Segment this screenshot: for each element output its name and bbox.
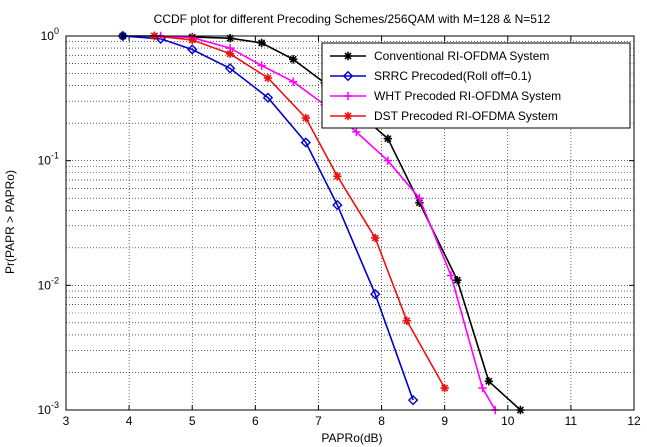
- data-point: [402, 316, 411, 325]
- data-point: [484, 377, 494, 386]
- legend-label: DST Precoded RI-OFDMA System: [374, 109, 558, 123]
- data-point: [343, 51, 353, 61]
- y-axis-label: Pr(PAPR > PAPRo): [3, 170, 17, 274]
- data-point: [188, 35, 197, 45]
- data-point: [371, 233, 380, 243]
- y-tick-label: 10-3: [38, 400, 59, 417]
- data-point: [383, 134, 393, 143]
- data-point: [301, 113, 311, 123]
- chart-title: CCDF plot for different Precoding Scheme…: [154, 12, 551, 26]
- legend: Conventional RI-OFDMA System SRRC Precode…: [321, 42, 631, 129]
- data-point: [289, 77, 298, 86]
- legend-label: WHT Precoded RI-OFDMA System: [374, 89, 561, 103]
- data-point: [352, 127, 361, 137]
- data-point: [415, 193, 424, 203]
- data-point: [262, 92, 274, 103]
- y-tick-label: 100: [41, 26, 59, 43]
- data-point: [332, 199, 343, 211]
- axis-ticks: 3 4 5 6 7 8 9 10 11 12 100 10-1 10-2 10-3: [38, 26, 641, 428]
- data-point: [453, 275, 462, 285]
- legend-label: SRRC Precoded(Roll off=0.1): [374, 69, 532, 83]
- data-point: [478, 383, 487, 393]
- data-point: [257, 61, 266, 70]
- data-point: [342, 70, 354, 82]
- x-tick-label: 11: [565, 414, 578, 428]
- x-tick-label: 10: [501, 414, 515, 428]
- legend-box: [321, 42, 631, 129]
- x-tick-label: 7: [315, 414, 322, 428]
- y-tick-label: 10-2: [38, 275, 59, 292]
- x-tick-label: 8: [378, 414, 385, 428]
- data-point: [343, 91, 353, 101]
- data-point: [407, 394, 419, 406]
- data-point: [446, 271, 456, 280]
- data-point: [187, 44, 198, 55]
- data-point: [343, 111, 353, 121]
- data-point: [117, 30, 128, 42]
- data-point: [225, 34, 235, 43]
- y-tick-label: 10-1: [38, 151, 59, 168]
- data-point: [440, 383, 449, 393]
- series-1: [117, 30, 419, 406]
- data-point: [300, 137, 312, 148]
- data-point: [289, 55, 298, 64]
- data-point: [225, 49, 235, 58]
- data-point: [415, 198, 424, 207]
- data-point: [383, 156, 393, 165]
- series-line: [122, 35, 414, 401]
- x-tick-label: 5: [189, 414, 196, 428]
- plot-frame: [65, 35, 635, 411]
- data-point: [224, 63, 236, 74]
- data-point: [257, 38, 266, 48]
- x-tick-label: 6: [252, 414, 259, 428]
- data-point: [370, 288, 381, 300]
- data-point: [263, 73, 273, 83]
- data-point: [333, 172, 342, 181]
- legend-label: Conventional RI-OFDMA System: [374, 49, 549, 63]
- x-axis-label: PAPRo(dB): [321, 431, 382, 445]
- x-tick-label: 3: [63, 414, 70, 428]
- x-tick-label: 9: [441, 414, 448, 428]
- x-tick-label: 4: [126, 414, 133, 428]
- x-tick-label: 12: [627, 414, 641, 428]
